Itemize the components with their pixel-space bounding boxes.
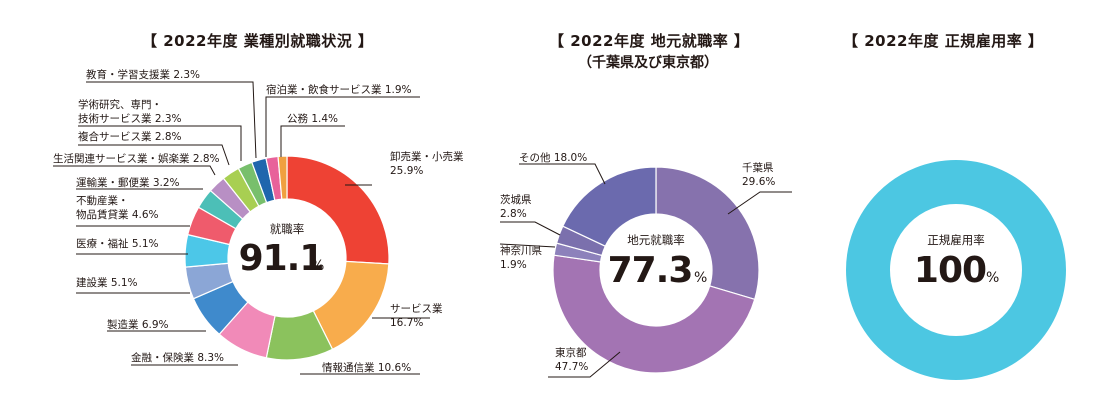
leader-line-複合サービス業-2-8 bbox=[78, 144, 230, 166]
regular-employment-donut: 正規雇用率 100% bbox=[846, 160, 1066, 380]
slice-label-茨城県-line2: 2.8% bbox=[500, 208, 527, 220]
slice-label-卸売業-小売業-line2: 25.9% bbox=[390, 165, 423, 177]
leader-line-公務-1-4 bbox=[280, 125, 345, 157]
slice-label-生活関連サービス業-娯楽業-2-8: 生活関連サービス業・娯楽業 2.8% bbox=[53, 152, 220, 165]
slice-label-不動産業: 不動産業・ bbox=[76, 194, 129, 207]
slice-label-情報通信業-10-6: 情報通信業 10.6% bbox=[322, 361, 411, 374]
slice-label-学術研究-専門: 学術研究、専門・ bbox=[78, 98, 162, 111]
leader-line-その他-18-0 bbox=[519, 163, 606, 185]
slice-label-東京都: 東京都 bbox=[555, 346, 587, 359]
slice-label-卸売業-小売業: 卸売業・小売業 bbox=[390, 150, 464, 163]
leader-line-東京都 bbox=[548, 351, 621, 378]
slice-label-公務-1-4: 公務 1.4% bbox=[287, 112, 338, 125]
chart2-title: 【 2022年度 地元就職率 】 bbox=[549, 32, 750, 50]
slice-label-金融-保険業-8-3: 金融・保険業 8.3% bbox=[131, 351, 224, 364]
center-unit: % bbox=[694, 270, 707, 286]
leader-line-神奈川県 bbox=[499, 243, 556, 248]
slice-label-学術研究-専門-line2: 技術サービス業 2.3% bbox=[78, 112, 182, 125]
slice-label-その他-18-0: その他 18.0% bbox=[519, 151, 587, 164]
chart3-title: 【 2022年度 正規雇用率 】 bbox=[843, 32, 1044, 50]
center-label: 地元就職率 bbox=[627, 233, 685, 247]
slice-label-不動産業-line2: 物品賃貸業 4.6% bbox=[76, 208, 159, 221]
center-value: 77.3 bbox=[608, 250, 693, 291]
slice-label-複合サービス業-2-8: 複合サービス業 2.8% bbox=[78, 130, 182, 143]
slice-full bbox=[846, 160, 1066, 380]
slice-label-茨城県: 茨城県 bbox=[500, 193, 532, 206]
chart1-title: 【 2022年度 業種別就職状況 】 bbox=[142, 32, 374, 50]
leader-line-宿泊業-飲食サービス業-1-9 bbox=[265, 96, 420, 157]
leader-line-学術研究-専門 bbox=[78, 125, 242, 161]
leader-line-千葉県 bbox=[727, 191, 792, 215]
slice-label-サービス業-line2: 16.7% bbox=[390, 317, 423, 329]
industry-donut: 卸売業・小売業 25.9% サービス業 16.7% 情報通信業 10.6% 金融・保険業 … bbox=[53, 68, 464, 375]
slice-label-宿泊業-飲食サービス業-1-9: 宿泊業・飲食サービス業 1.9% bbox=[266, 83, 412, 96]
slice-label-建設業-5-1: 建設業 5.1% bbox=[76, 276, 138, 289]
center-label: 就職率 bbox=[270, 222, 305, 236]
slice-label-製造業-6-9: 製造業 6.9% bbox=[107, 318, 169, 331]
slice-その他-18-0 bbox=[562, 166, 657, 247]
chart2-subtitle: （千葉県及び東京都） bbox=[578, 55, 718, 71]
slice-label-千葉県-line2: 29.6% bbox=[742, 176, 775, 188]
center-value: 91.1 bbox=[239, 238, 324, 279]
slice-千葉県 bbox=[655, 166, 760, 301]
slice-label-サービス業: サービス業 bbox=[390, 302, 443, 315]
slice-label-教育-学習支援業-2-3: 教育・学習支援業 2.3% bbox=[86, 68, 200, 81]
slice-label-神奈川県-line2: 1.9% bbox=[500, 259, 527, 271]
slice-東京都 bbox=[552, 254, 756, 374]
slice-label-運輸業-郵便業-3-2: 運輸業・郵便業 3.2% bbox=[76, 176, 180, 189]
slice-label-医療-福祉-5-1: 医療・福祉 5.1% bbox=[76, 237, 159, 250]
slice-label-神奈川県: 神奈川県 bbox=[500, 244, 542, 257]
leader-line-茨城県 bbox=[500, 221, 561, 236]
center-unit: % bbox=[986, 270, 999, 286]
leader-line-生活関連サービス業-娯楽業-2-8 bbox=[53, 165, 216, 176]
slice-label-東京都-line2: 47.7% bbox=[555, 361, 588, 373]
center-value: 100 bbox=[914, 250, 986, 291]
local-employment-donut: 千葉県 29.6% 東京都 47.7% 神奈川県 1.9% 茨城県 2.8% その他 18.0%… bbox=[499, 151, 792, 378]
slice-label-千葉県: 千葉県 bbox=[742, 161, 774, 174]
center-label: 正規雇用率 bbox=[927, 233, 985, 247]
leader-line-教育-学習支援業-2-3 bbox=[86, 81, 257, 159]
center-unit: % bbox=[311, 258, 324, 274]
